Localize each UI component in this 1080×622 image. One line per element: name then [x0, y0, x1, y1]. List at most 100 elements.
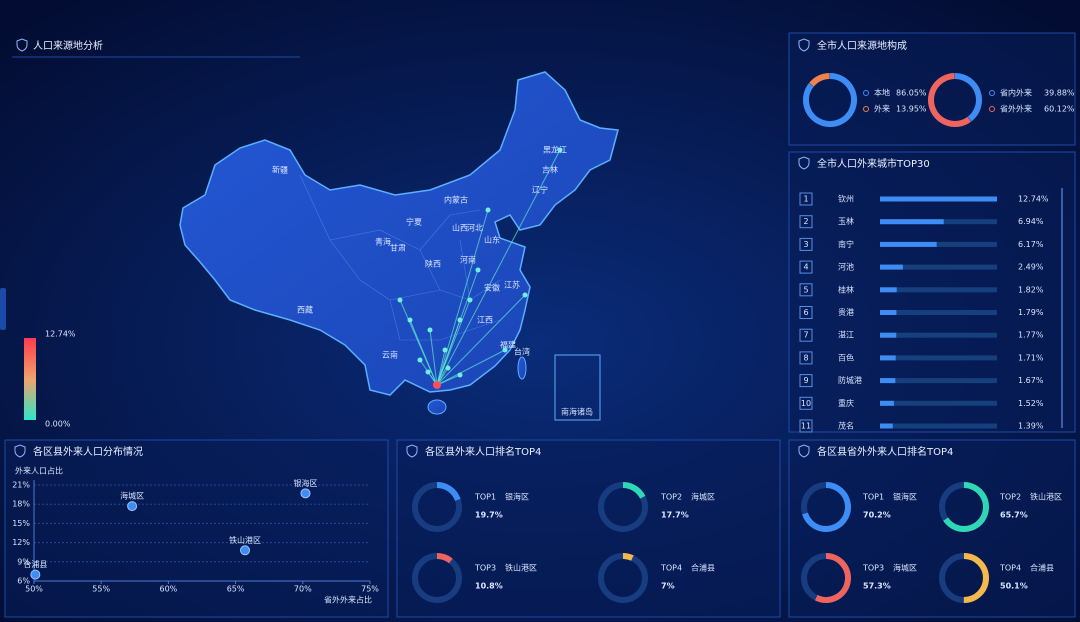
bar-value: 6.94% [1018, 217, 1044, 226]
district-name: 银海区 [893, 492, 917, 502]
rank: 5 [803, 285, 808, 294]
bar [880, 287, 897, 293]
point-label: 海城区 [120, 491, 144, 501]
region-label: 福建 [500, 340, 516, 350]
region-label: 山东 [484, 235, 500, 245]
rank-label: TOP3 [474, 564, 496, 573]
bar-track [880, 287, 997, 293]
bar [880, 332, 897, 338]
bar-track [880, 332, 997, 338]
region-label: 河南 [460, 255, 476, 265]
bar-value: 1.71% [1018, 353, 1044, 362]
flight-end [485, 207, 491, 213]
rank-box [799, 419, 813, 433]
bar [880, 355, 896, 361]
flight-end [417, 357, 423, 363]
bar-value: 1.39% [1018, 422, 1044, 431]
color-legend [24, 338, 36, 420]
value-label: 19.7% [475, 511, 503, 520]
shield-icon [14, 444, 26, 458]
rank: 11 [801, 422, 811, 431]
rank-box [799, 215, 813, 229]
flight-end [467, 297, 473, 303]
donut-arc [963, 553, 989, 604]
legend-value: 60.12% [1044, 105, 1075, 114]
bar-value: 1.79% [1018, 308, 1044, 317]
city-name: 防城港 [838, 375, 862, 385]
city-name: 玉林 [838, 216, 854, 226]
bar [880, 423, 893, 429]
donut-arc [436, 553, 453, 564]
region-label: 陕西 [425, 259, 441, 269]
scatter-point [300, 488, 311, 499]
region-label: 云南 [382, 350, 398, 360]
flight-end [445, 365, 451, 371]
donut-arc [622, 482, 646, 499]
x-tick-label: 70% [294, 585, 312, 594]
rank-label: TOP4 [999, 564, 1021, 573]
bar-track [880, 310, 997, 315]
inset-box [554, 354, 601, 421]
rank-box [799, 306, 813, 319]
district-name: 铁山港区 [505, 563, 537, 573]
bar [880, 400, 894, 406]
bar-track [880, 400, 997, 406]
flight-lines [397, 147, 563, 389]
flight-end [457, 372, 463, 378]
scatter-point [30, 569, 41, 580]
legend-max: 12.74% [45, 330, 76, 339]
flight-line [429, 329, 438, 386]
region-label: 吉林 [542, 165, 558, 175]
y-tick-label: 12% [12, 538, 30, 547]
bar-value: 1.82% [1018, 285, 1044, 294]
flight-end [457, 317, 463, 323]
city-name: 桂林 [838, 284, 854, 294]
city-name: 百色 [838, 352, 854, 362]
value-label: 10.8% [475, 582, 503, 591]
bar-track [880, 355, 997, 361]
scatter-point [240, 545, 251, 556]
x-tick-label: 50% [25, 585, 43, 594]
side-tab[interactable] [0, 288, 6, 330]
panel-title: 全市人口外来城市TOP30 [817, 157, 930, 170]
flight-line [436, 149, 561, 386]
panel-title: 人口来源地分析 [33, 39, 103, 52]
bar [880, 310, 897, 315]
legend-dot [989, 106, 995, 112]
rank-label: TOP2 [999, 493, 1021, 502]
region-label: 甘肃 [390, 243, 406, 253]
region-label: 西藏 [297, 305, 313, 315]
rank-box [799, 396, 813, 410]
donut-arc [622, 553, 634, 561]
y-tick-label: 18% [12, 500, 30, 509]
composition-panel: 全市人口来源地构成 [788, 32, 1076, 146]
rank-label: TOP1 [474, 493, 496, 502]
point-label: 合浦县 [23, 559, 47, 569]
shield-icon [406, 444, 418, 458]
flight-end [427, 327, 433, 333]
bar-track [880, 423, 997, 429]
rank-box [799, 351, 813, 365]
donut-segment [928, 73, 972, 127]
value-label: 70.2% [863, 511, 891, 520]
flight-end [557, 147, 563, 153]
city-name: 钦州 [838, 194, 854, 204]
x-tick-label: 75% [361, 585, 379, 594]
donut-arc [943, 482, 989, 532]
flight-end [425, 369, 431, 375]
bar-value: 1.67% [1018, 376, 1044, 385]
district-name: 海城区 [893, 563, 917, 573]
region-label: 河北 [467, 223, 483, 233]
flight-end [502, 347, 508, 353]
city-name: 茂名 [838, 421, 854, 431]
flight-end [442, 347, 448, 353]
panel-frame [396, 439, 781, 618]
legend-name: 省外外来 [1000, 104, 1032, 114]
panel-title: 各区县省外外来人口排名TOP4 [817, 445, 953, 458]
flight-end [522, 292, 528, 298]
legend-name: 本地 [874, 88, 890, 98]
panel-title: 全市人口来源地构成 [817, 39, 907, 52]
legend-name: 外来 [874, 104, 890, 114]
